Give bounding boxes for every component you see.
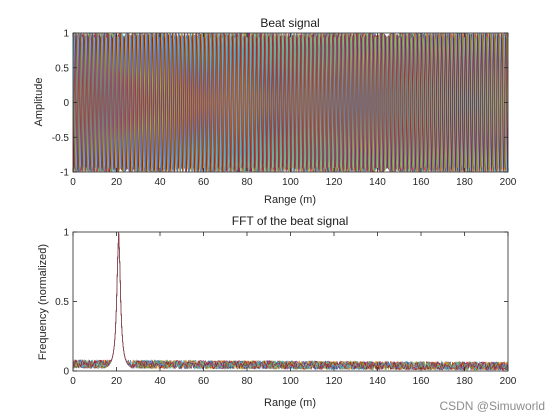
y-tick-label: 0.5	[55, 63, 69, 74]
x-tick-label: 200	[500, 177, 517, 188]
plot-area: 0 20 40 60 80 100 120 140 160 180 200 0 0.5 1	[55, 228, 517, 388]
plot-area: 0 20 40 60 80 100 120 140 160 180 200 -1 -0.5 0 0.5 1	[52, 29, 517, 189]
x-tick-label: 0	[70, 177, 76, 188]
x-tick-label: 160	[413, 376, 430, 387]
x-tick-label: 180	[456, 177, 473, 188]
x-tick-label: 20	[111, 376, 123, 387]
y-tick-label: 1	[63, 228, 69, 239]
x-axis-label: Range (m)	[264, 397, 316, 409]
subplot-beat-signal: Beat signal Amplitude Range (m) 0 20 40 60 8…	[33, 16, 517, 206]
y-tick-label: 1	[63, 29, 69, 40]
subplot-fft: FFT of the beat signal Frequency (normal…	[37, 214, 517, 409]
x-tick-label: 120	[326, 376, 343, 387]
x-tick-label: 100	[282, 177, 299, 188]
x-tick-label: 80	[241, 376, 253, 387]
y-axis-label: Amplitude	[33, 78, 45, 127]
x-tick-label: 140	[369, 376, 386, 387]
series-line	[73, 33, 508, 172]
y-tick-label: 0	[63, 367, 69, 378]
watermark-text: CSDN @Simuworld	[439, 399, 545, 413]
x-tick-label: 60	[198, 177, 210, 188]
y-axis-label: Frequency (normalized)	[37, 244, 49, 360]
x-tick-label: 80	[241, 177, 253, 188]
x-tick-label: 180	[456, 376, 473, 387]
y-tick-label: -1	[60, 168, 69, 179]
x-tick-label: 160	[413, 177, 430, 188]
chart-title: Beat signal	[260, 16, 319, 30]
x-tick-label: 40	[154, 177, 166, 188]
x-tick-label: 60	[198, 376, 210, 387]
y-tick-label: 0.5	[55, 297, 69, 308]
y-tick-label: 0	[63, 98, 69, 109]
x-tick-label: 200	[500, 376, 517, 387]
series-line	[73, 231, 508, 371]
series-group	[73, 33, 508, 172]
chart-title: FFT of the beat signal	[232, 214, 349, 228]
x-tick-label: 20	[111, 177, 123, 188]
x-tick-label: 120	[326, 177, 343, 188]
y-tick-label: -0.5	[52, 133, 70, 144]
x-tick-label: 40	[154, 376, 166, 387]
x-tick-label: 140	[369, 177, 386, 188]
x-tick-label: 100	[282, 376, 299, 387]
x-tick-label: 0	[70, 376, 76, 387]
x-axis-label: Range (m)	[264, 194, 316, 206]
series-line	[73, 231, 508, 371]
series-group	[73, 231, 508, 371]
